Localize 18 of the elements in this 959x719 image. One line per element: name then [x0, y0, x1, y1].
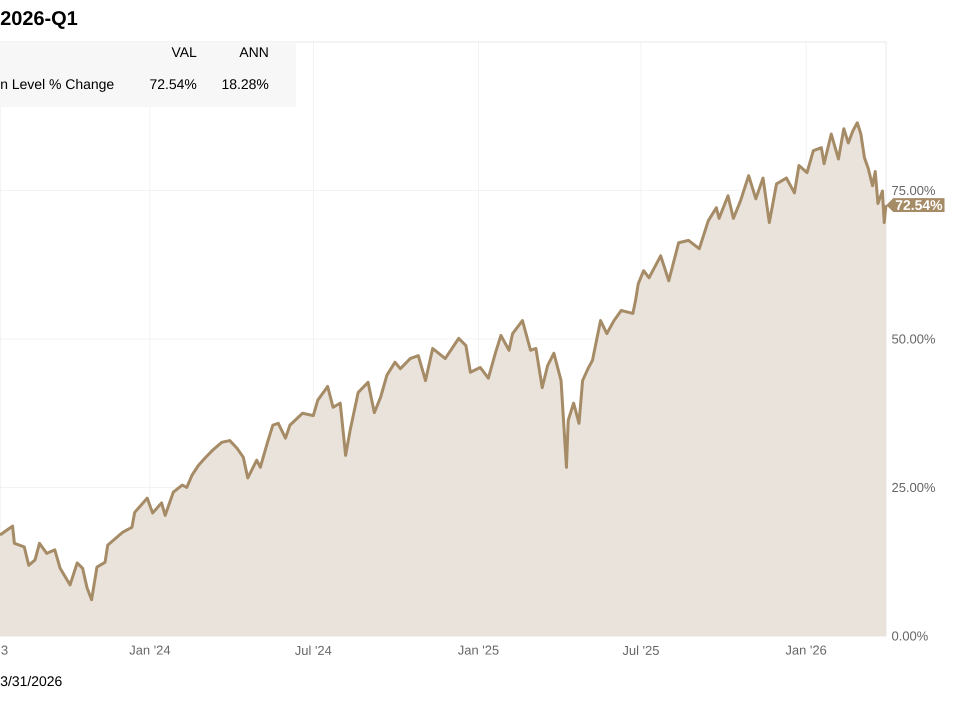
x-tick-label: Jan '26	[786, 646, 826, 655]
y-tick-label: 25.00%	[892, 482, 935, 492]
annotation: 72.54%	[150, 79, 196, 90]
y-tick-label: 75.00%	[892, 186, 935, 196]
annotation: 72.54%	[896, 200, 942, 210]
text: 3/31/2026	[0, 676, 62, 686]
x-tick-label: Jan '25	[458, 646, 499, 655]
y-tick-label: 0.00%	[892, 631, 928, 641]
text: n Level % Change	[1, 78, 114, 92]
annotation: 18.28%	[222, 79, 268, 90]
annotation: ANN	[239, 47, 268, 57]
x-tick-label: Jul '25	[622, 646, 659, 656]
x-tick-label: Jan '24	[129, 646, 170, 655]
y-tick-label: 50.00%	[892, 334, 935, 344]
chart-title: 2026-Q1	[0, 11, 78, 29]
x-tick-label: 3	[1, 646, 8, 655]
annotation: VAL	[172, 47, 196, 57]
x-tick-label: Jul '24	[294, 646, 332, 656]
